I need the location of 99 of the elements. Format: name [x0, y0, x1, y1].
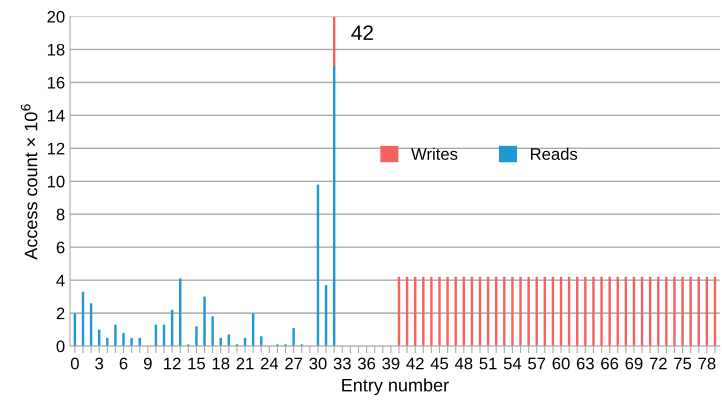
bar: [114, 324, 117, 346]
bar: [332, 16, 336, 66]
bar: [195, 326, 198, 346]
y-tick-label: 2: [56, 308, 64, 320]
y-tick-label: 8: [56, 208, 64, 220]
bar: [430, 276, 433, 346]
bar: [179, 278, 182, 346]
bar: [657, 276, 660, 346]
x-tick-label: 45: [430, 358, 448, 370]
bar: [332, 66, 336, 346]
x-tick-label: 3: [95, 358, 104, 370]
bar: [511, 276, 514, 346]
x-tick-label: 54: [504, 358, 522, 370]
bar: [260, 336, 262, 346]
y-tick-label: 6: [56, 242, 64, 254]
y-tick-label: 4: [56, 274, 65, 286]
x-tick-label: 72: [650, 358, 667, 370]
bar: [706, 276, 708, 346]
bar: [552, 276, 554, 346]
y-tick-label: 12: [48, 142, 64, 154]
bar: [673, 276, 676, 346]
bar: [681, 276, 684, 346]
bar: [244, 338, 246, 346]
x-tick-label: 24: [260, 358, 278, 370]
x-tick-label: 51: [480, 358, 497, 370]
bar: [486, 276, 490, 346]
bar: [138, 338, 141, 346]
y-axis-title: Access count × 10$^{6}$: [20, 104, 38, 260]
x-tick-label: 15: [188, 358, 205, 370]
legend-label: Reads: [530, 148, 578, 160]
bar: [154, 324, 158, 346]
bar: [422, 276, 425, 346]
bar: [608, 276, 611, 346]
y-tick-label: 18: [48, 44, 64, 56]
bar: [170, 310, 174, 346]
bar: [470, 276, 474, 346]
bar: [494, 276, 498, 346]
x-tick-label: 30: [309, 358, 327, 370]
x-tick-label: 75: [674, 358, 692, 370]
bar: [90, 303, 92, 346]
bar: [414, 276, 416, 346]
bar: [106, 338, 109, 346]
bar: [316, 184, 320, 346]
bar: [665, 276, 668, 346]
annotation: 42: [351, 25, 373, 40]
bar: [632, 276, 636, 346]
bar: [462, 276, 466, 346]
bar: [527, 276, 530, 346]
x-tick-label: 12: [164, 358, 181, 370]
x-tick-label: 36: [358, 358, 376, 370]
bar: [130, 338, 133, 346]
y-tick-label: 0: [56, 340, 65, 352]
bar: [292, 328, 295, 346]
bar: [600, 276, 603, 346]
x-tick-label: 69: [626, 358, 642, 370]
x-tick-label: 9: [144, 358, 152, 370]
bar: [576, 276, 578, 346]
bar: [252, 313, 254, 346]
bar: [689, 276, 692, 346]
x-tick-label: 39: [382, 358, 400, 370]
y-tick-label: 16: [48, 76, 64, 89]
bar: [228, 334, 230, 346]
bar: [536, 276, 538, 346]
x-tick-label: 48: [454, 358, 472, 370]
bar: [454, 276, 457, 346]
bar: [211, 316, 214, 346]
legend-label: Writes: [411, 148, 458, 160]
x-tick-label: 6: [120, 358, 128, 370]
x-tick-label: 66: [601, 358, 618, 370]
bar: [698, 276, 700, 346]
x-tick-label: 0: [70, 358, 79, 370]
bar: [616, 276, 619, 346]
bar: [503, 276, 506, 346]
x-tick-label: 18: [212, 358, 230, 370]
bar: [74, 313, 76, 346]
bar: [446, 276, 449, 346]
bar: [324, 285, 328, 346]
bar: [592, 276, 595, 346]
x-tick-label: 33: [334, 358, 351, 370]
x-tick-label: 60: [552, 358, 570, 370]
x-tick-label: 57: [528, 358, 546, 370]
bar: [624, 276, 628, 346]
bar: [220, 338, 222, 346]
bar: [406, 276, 408, 346]
x-tick-label: 27: [285, 358, 302, 370]
bar: [544, 276, 546, 346]
x-tick-label: 42: [406, 358, 424, 370]
y-tick-label: 10: [48, 176, 65, 188]
x-axis-title: Entry number: [342, 378, 449, 396]
y-tick-label: 14: [48, 110, 65, 122]
x-tick-label: 78: [698, 358, 716, 370]
bar: [568, 276, 570, 346]
x-tick-label: 63: [576, 358, 594, 370]
bar: [648, 276, 652, 346]
x-tick-label: 21: [236, 358, 254, 370]
bar: [98, 330, 100, 346]
y-tick-label: 20: [47, 10, 65, 23]
bar: [584, 276, 587, 346]
bar: [640, 276, 644, 346]
